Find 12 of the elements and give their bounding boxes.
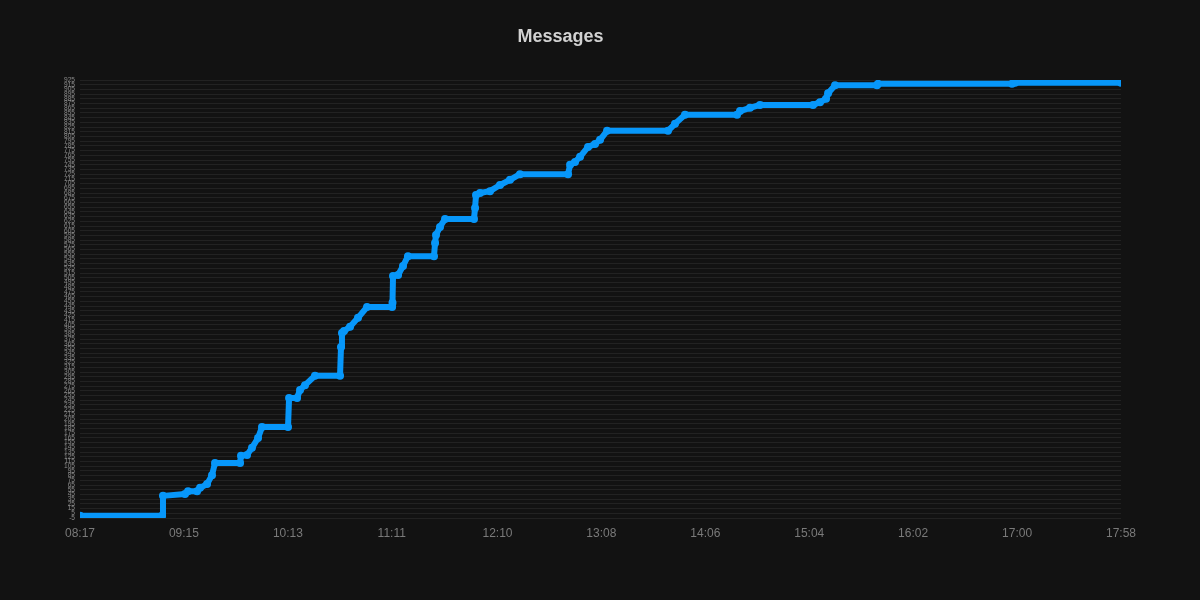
x-tick-label: 11:11 bbox=[377, 525, 407, 540]
x-tick-label: 14:06 bbox=[690, 525, 721, 540]
x-tick-label: 16:02 bbox=[898, 525, 929, 540]
x-tick-label: 13:08 bbox=[586, 525, 617, 540]
chart-title: Messages bbox=[517, 25, 604, 46]
x-tick-label: 17:00 bbox=[1002, 525, 1033, 540]
x-tick-label: 15:04 bbox=[794, 525, 825, 540]
x-tick-label: 08:17 bbox=[64, 525, 96, 540]
x-tick-label: 12:10 bbox=[482, 525, 513, 540]
x-tick-label: 10:13 bbox=[272, 525, 304, 540]
x-tick-label: 17:58 bbox=[1105, 525, 1137, 540]
x-tick-label: 09:15 bbox=[168, 525, 200, 540]
